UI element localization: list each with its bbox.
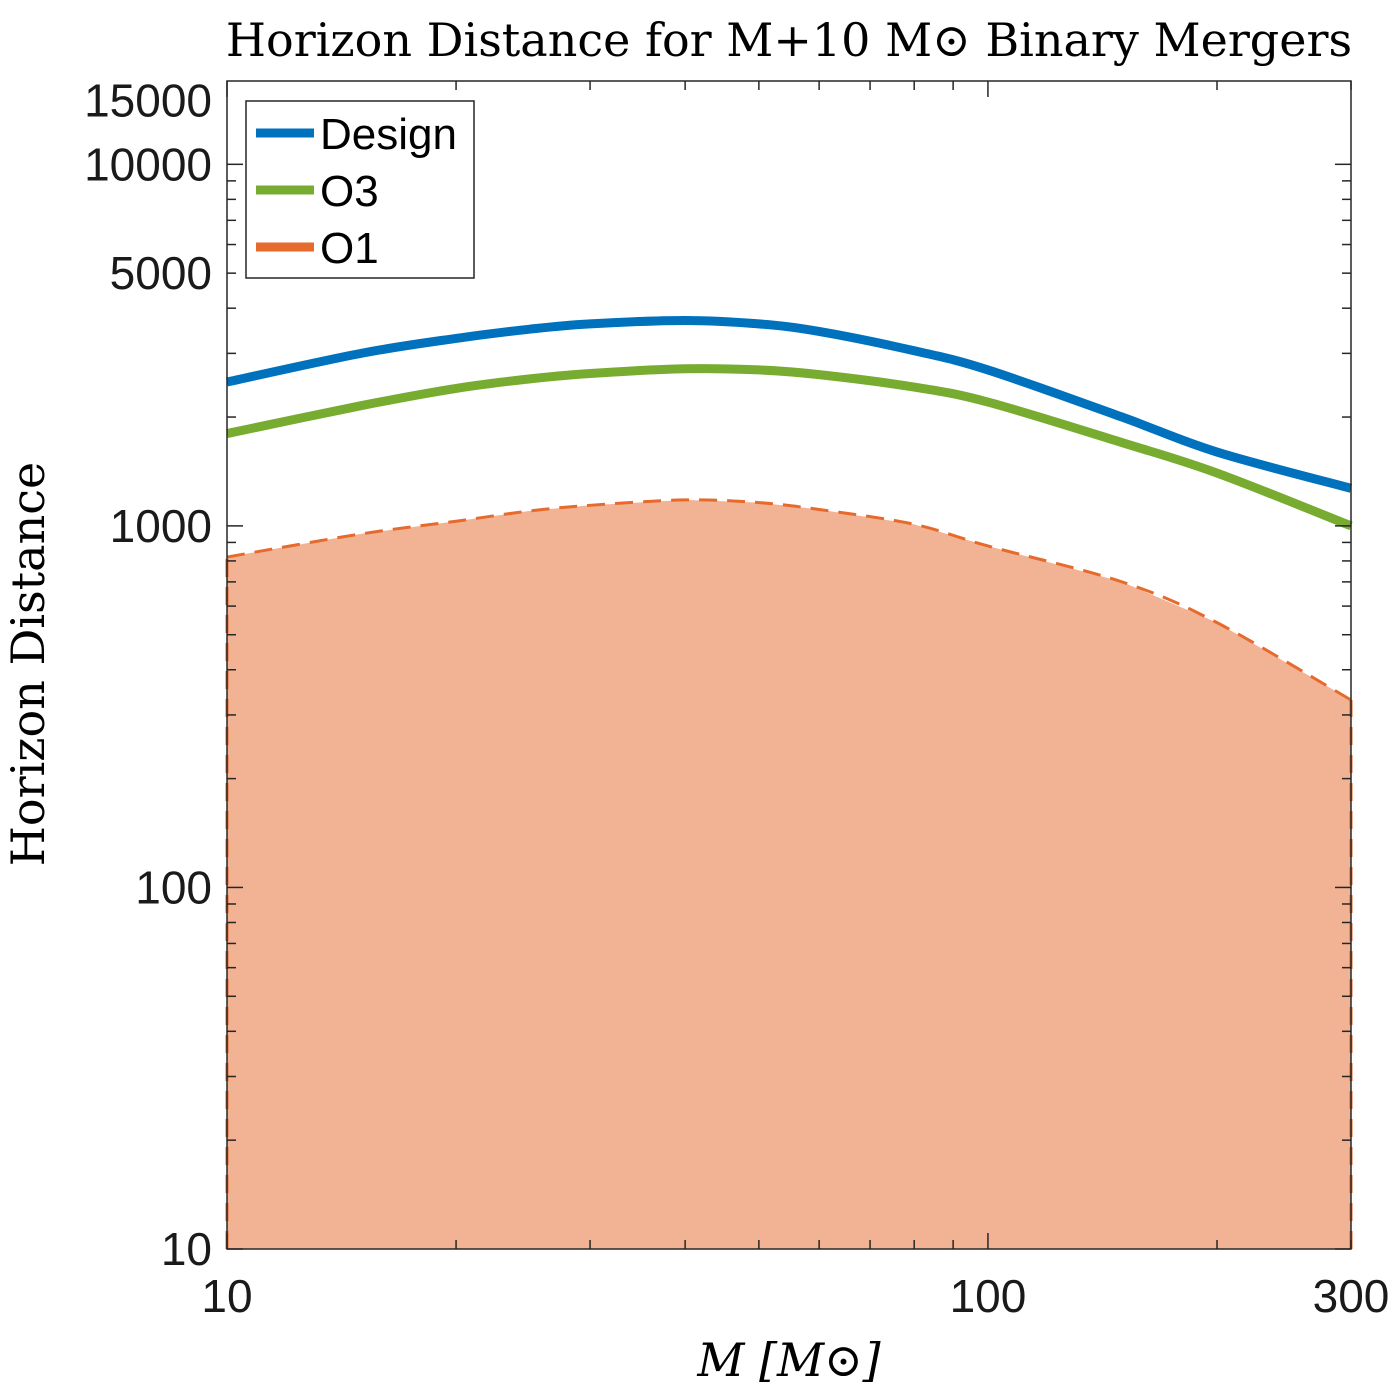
legend: Design O3 O1 <box>245 100 475 279</box>
y-tick-label: 10000 <box>84 138 212 190</box>
tick-labels-layer: 10 100 300 10 100 1000 5000 10000 15000 <box>84 75 1389 1322</box>
series-line-o3 <box>226 364 1353 531</box>
x-tick-label: 10 <box>201 1270 252 1322</box>
y-tick-label: 1000 <box>110 500 212 552</box>
series-line-design <box>226 315 1353 493</box>
plot-frame <box>226 80 1352 1250</box>
o1-fill-layer <box>225 499 1353 1249</box>
y-tick-label: 15000 <box>84 75 212 127</box>
legend-label-design: Design <box>320 110 457 159</box>
series-line-o1 <box>226 498 1352 702</box>
series-fill-o1 <box>227 499 1351 1249</box>
x-axis-label: M [M⊙] <box>696 1333 880 1387</box>
y-tick-label: 5000 <box>110 247 212 299</box>
legend-label-o1: O1 <box>320 224 379 273</box>
legend-label-o3: O3 <box>320 167 379 216</box>
x-tick-label: 100 <box>950 1270 1027 1322</box>
y-tick-label: 10 <box>161 1223 212 1275</box>
series-lines-layer <box>226 315 1353 702</box>
y-tick-label: 100 <box>135 861 212 913</box>
chart-title: Horizon Distance for M+10 M⊙ Binary Merg… <box>226 13 1352 67</box>
y-axis-label: Horizon Distance <box>1 462 55 866</box>
x-tick-label: 300 <box>1313 1270 1390 1322</box>
axis-ticks-layer <box>226 81 1352 1250</box>
